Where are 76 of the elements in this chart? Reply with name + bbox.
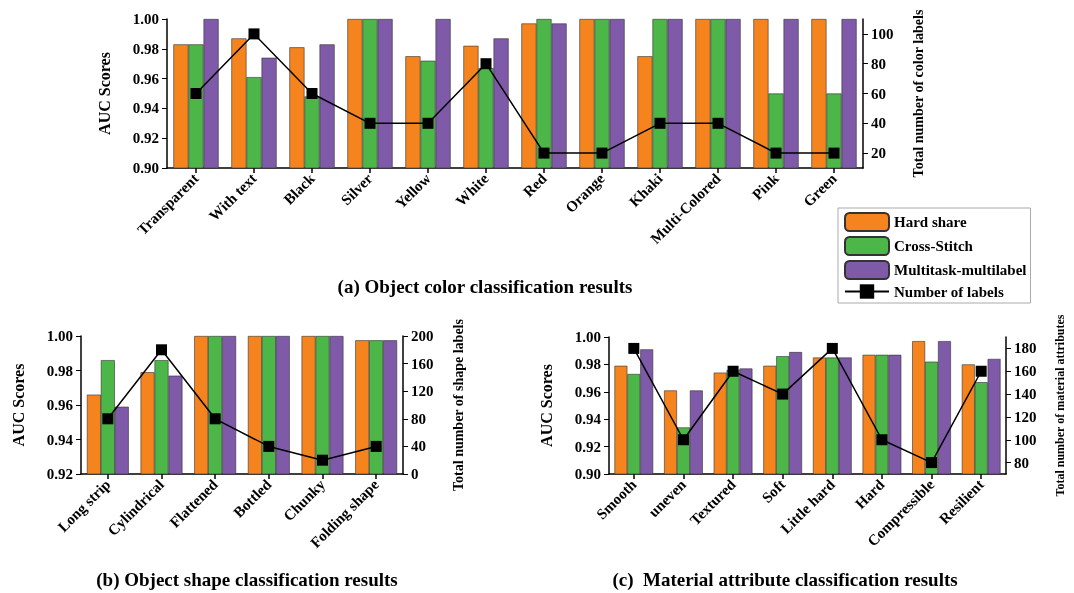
y2-tick-label: 60	[871, 85, 886, 102]
point	[654, 117, 666, 129]
point	[826, 342, 838, 354]
point	[975, 365, 987, 377]
legend-label: Multitask-multilabel	[894, 262, 1027, 278]
x-tick-label: With text	[205, 170, 260, 225]
y2-tick-label: 40	[411, 438, 426, 455]
y-tick-label: 0.98	[574, 356, 601, 373]
point	[102, 413, 114, 425]
text: (a) Object color classification results	[337, 276, 633, 298]
x-tick-label: Red	[520, 169, 551, 200]
y-tick-label: 0.92	[46, 466, 73, 482]
y2-tick-label: 120	[411, 383, 434, 400]
y-tick-label: 0.96	[132, 70, 160, 87]
y-tick-label: 1.00	[574, 329, 601, 345]
point	[422, 117, 434, 129]
y2-tick-label: 40	[871, 115, 886, 132]
y2-tick-label: 20	[871, 145, 886, 162]
y2-tick-label: 100	[871, 25, 894, 42]
legend-label: Cross-Stitch	[894, 238, 974, 254]
point	[828, 147, 840, 159]
point	[926, 457, 938, 469]
point	[364, 117, 376, 129]
y2-tick-label: 80	[1014, 454, 1029, 471]
point	[777, 388, 789, 400]
y-tick-label: 1.00	[46, 328, 73, 344]
y-tick-label: 0.96	[574, 383, 602, 400]
y2-tick-label: 180	[1014, 340, 1037, 357]
y-tick-label: 0.96	[46, 397, 74, 413]
point	[596, 147, 608, 159]
point	[306, 88, 318, 99]
point	[677, 434, 689, 446]
point	[628, 342, 640, 354]
point	[190, 88, 202, 99]
y2-axis-title: Total number of material attributes	[1053, 314, 1067, 497]
y-tick-label: 0.98	[46, 362, 73, 379]
y2-tick-label: 160	[1014, 363, 1037, 380]
text: (b) Object shape classification results	[96, 569, 398, 591]
y-axis-title: AUC Scores	[9, 363, 27, 447]
y-axis-title: AUC Scores	[95, 52, 113, 135]
y-tick-label: 0.94	[46, 431, 74, 448]
point	[538, 147, 550, 159]
legend-label: Hard share	[894, 214, 967, 230]
y2-tick-label: 80	[871, 55, 886, 72]
y-tick-label: 0.90	[132, 160, 159, 176]
y-tick-label: 0.94	[132, 100, 160, 117]
y-axis-title: AUC Scores	[537, 364, 555, 447]
point	[156, 344, 167, 356]
point	[770, 147, 782, 159]
point	[876, 434, 888, 446]
y2-tick-label: 80	[411, 410, 426, 427]
y-tick-label: 0.92	[574, 438, 601, 455]
point	[263, 440, 275, 452]
y2-tick-label: 200	[411, 328, 434, 344]
y-tick-label: 0.98	[132, 40, 159, 57]
y2-tick-label: 100	[1014, 431, 1037, 448]
point	[727, 365, 739, 377]
y2-tick-label: 0	[411, 466, 419, 482]
y2-axis-title: Total number of shape labels	[450, 318, 466, 491]
point	[480, 58, 492, 70]
point	[712, 117, 724, 129]
point	[248, 28, 260, 40]
point	[209, 413, 221, 425]
text: (c) Material attribute classification results	[612, 569, 958, 591]
point	[317, 454, 328, 466]
y2-tick-label: 160	[411, 355, 434, 372]
y-tick-label: 0.94	[574, 411, 602, 428]
x-tick-label: Soft	[758, 476, 789, 506]
y-tick-label: 0.90	[574, 466, 601, 482]
y2-tick-label: 140	[1014, 386, 1037, 403]
y-tick-label: 0.92	[132, 130, 159, 147]
y2-axis-title: Total number of color labels	[910, 9, 926, 178]
legend-label: Number of labels	[894, 283, 1004, 300]
point	[370, 440, 382, 452]
y2-tick-label: 120	[1014, 408, 1037, 425]
y-tick-label: 1.00	[132, 11, 159, 27]
